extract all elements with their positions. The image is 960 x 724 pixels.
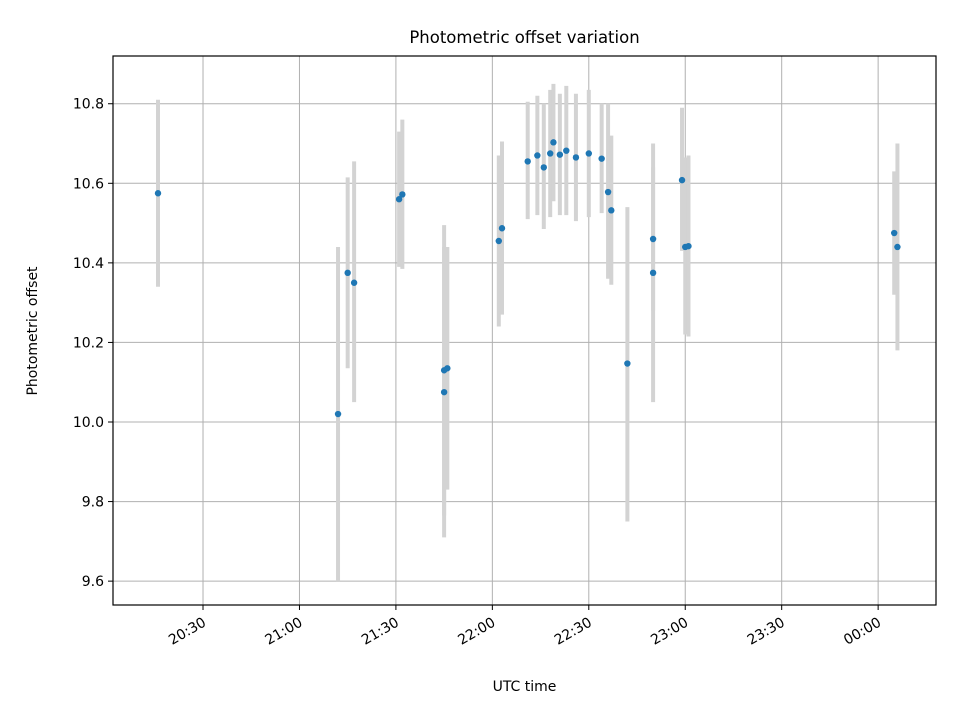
data-point [495, 237, 502, 245]
data-point [395, 196, 403, 203]
data-point [547, 150, 554, 157]
data-point [540, 164, 547, 171]
data-point [598, 155, 605, 162]
data-point [498, 225, 506, 232]
data-point [649, 269, 657, 277]
data-point [534, 152, 541, 159]
y-tick-label: 10.8 [73, 97, 104, 113]
y-tick-label: 10.6 [73, 176, 104, 192]
data-point [572, 154, 580, 161]
data-point [604, 188, 612, 196]
data-point [344, 269, 351, 277]
data-point [685, 242, 692, 250]
y-tick-label: 10.2 [73, 335, 104, 351]
data-point [444, 365, 451, 372]
y-tick-label: 10.4 [73, 256, 104, 272]
data-point [894, 243, 901, 251]
data-point [649, 235, 657, 243]
y-tick-label: 9.8 [82, 495, 104, 511]
data-points [154, 139, 901, 418]
data-point [399, 191, 406, 198]
data-point [678, 176, 686, 184]
data-point [440, 388, 448, 396]
data-point [608, 207, 615, 214]
data-point [550, 139, 557, 146]
y-axis-label: Photometric offset [25, 266, 41, 396]
data-point [350, 279, 358, 286]
data-point [563, 147, 570, 154]
data-point [154, 190, 162, 197]
plot-frame [112, 55, 937, 606]
chart-title: Photometric offset variation [409, 28, 639, 47]
data-point [524, 158, 531, 165]
y-axis-ticks: 9.6 9.8 10.0 10.2 10.4 10.6 10.8 [73, 97, 113, 590]
data-point [334, 410, 342, 418]
data-point [891, 229, 898, 237]
data-point [624, 360, 631, 367]
data-point [585, 150, 592, 157]
y-tick-label: 10.0 [73, 415, 104, 431]
y-tick-label: 9.6 [82, 574, 104, 590]
data-point [556, 151, 564, 158]
x-axis-label: UTC time [493, 679, 557, 695]
